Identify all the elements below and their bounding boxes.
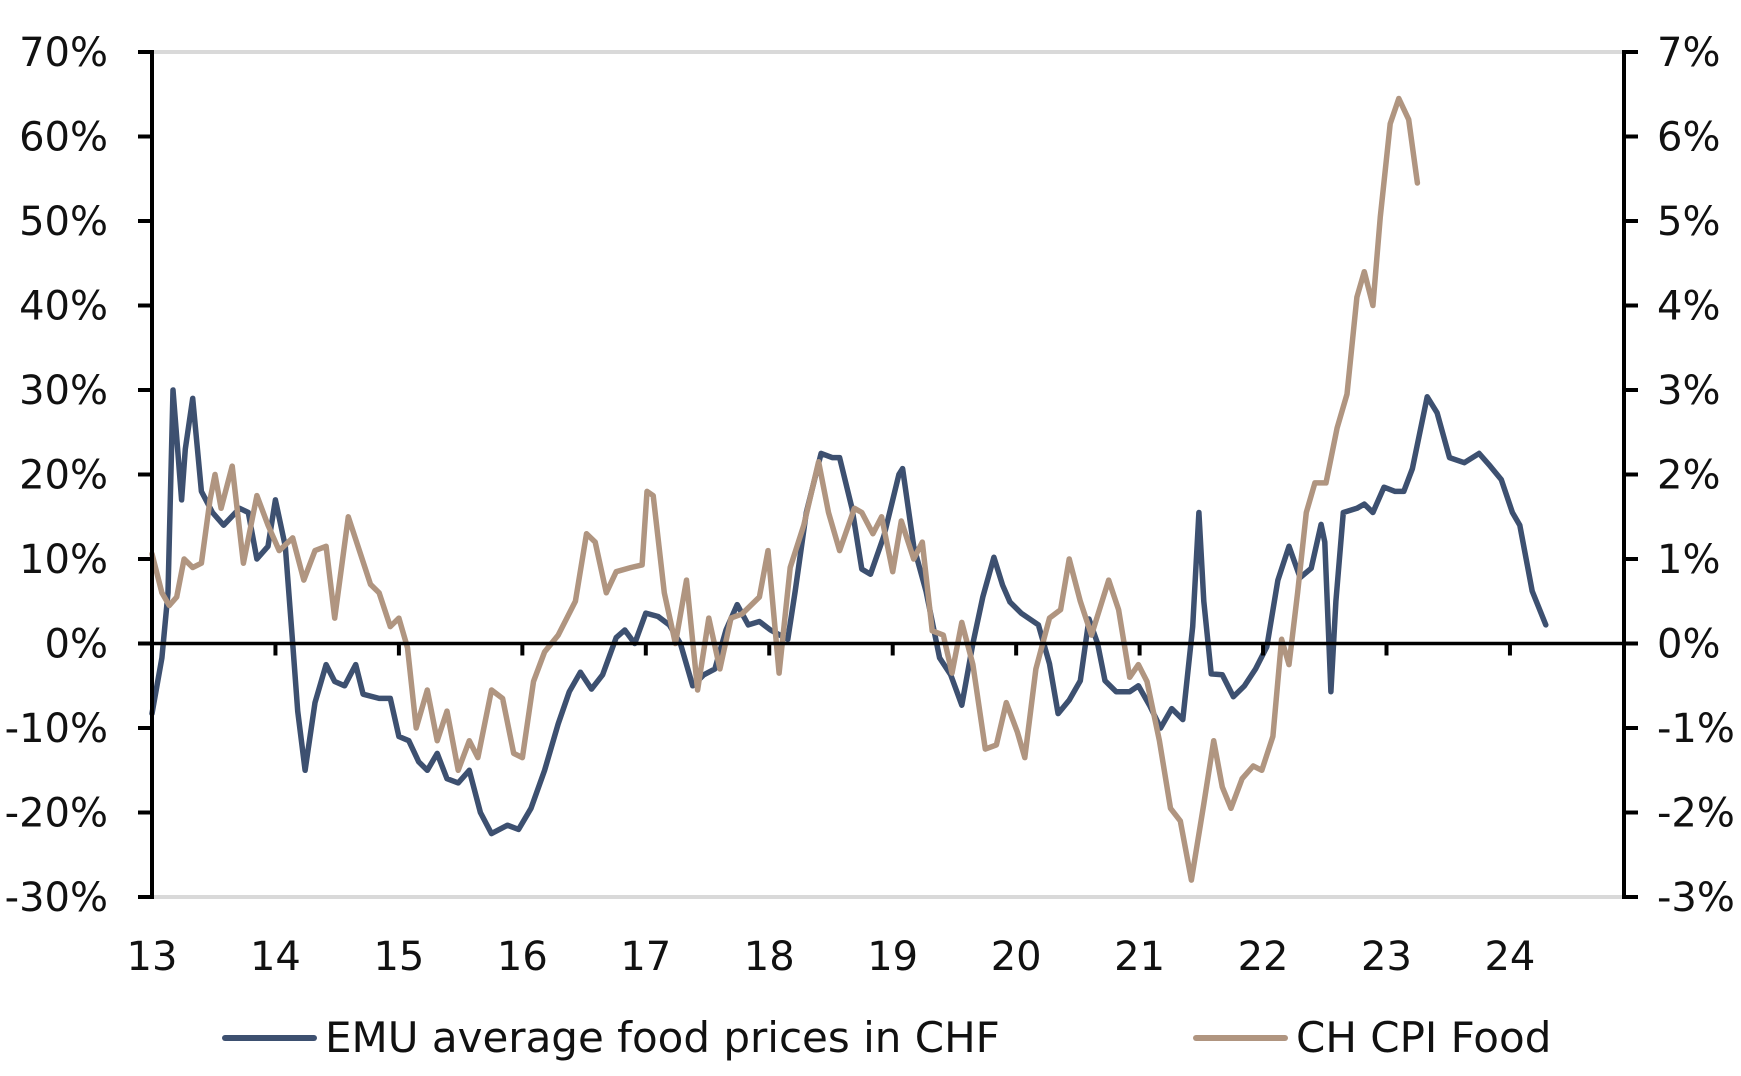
series-line-emu-food-prices [149,387,1549,837]
y-left-tick-label: 60% [19,115,108,161]
y-right-tick-label: 1% [1657,537,1720,583]
y-left-tick-label: 50% [19,199,108,245]
y-right-tick-label: -2% [1657,791,1735,837]
x-tick-label: 21 [1114,934,1165,980]
x-tick-label: 13 [127,934,178,980]
y-left-tick-label: -20% [5,791,108,837]
y-right-tick-label: -3% [1657,875,1735,921]
y-right-tick-label: -1% [1657,706,1735,752]
y-left-tick-label: 20% [19,453,108,499]
series-line-ch-cpi-food [149,95,1421,883]
x-tick-label: 20 [991,934,1042,980]
y-right-tick-label: 6% [1657,115,1720,161]
y-left-tick-label: -10% [5,706,108,752]
y-right-tick-label: 2% [1657,453,1720,499]
x-tick-label: 19 [867,934,918,980]
legend-label-emu: EMU average food prices in CHF [325,1013,1000,1062]
x-tick-label: 23 [1361,934,1412,980]
y-left-tick-label: 30% [19,368,108,414]
y-right-tick-label: 4% [1657,284,1720,330]
y-right-tick-label: 3% [1657,368,1720,414]
axes-group: 70% 60% 50% 40% 30% 20% 10% 0% -10% -20% -30% 7% 6% 5… [5,30,1735,980]
y-left-tick-label: -30% [5,875,108,921]
y-right-tick-label: 5% [1657,199,1720,245]
y-left-tick-label: 0% [45,622,108,668]
y-right-tick-label: 7% [1657,30,1720,76]
plot-frame [152,50,1624,899]
x-tick-label: 16 [497,934,548,980]
y-left-tick-label: 40% [19,284,108,330]
legend-label-ch-cpi: CH CPI Food [1296,1013,1551,1062]
legend: EMU average food prices in CHF CH CPI Fo… [222,1013,1551,1062]
x-tick-label: 14 [250,934,301,980]
x-tick-label: 15 [373,934,424,980]
x-tick-label: 17 [620,934,671,980]
series-group [149,95,1549,883]
x-tick-label: 22 [1238,934,1289,980]
y-left-tick-label: 70% [19,30,108,76]
x-tick-label: 24 [1484,934,1535,980]
x-tick-label: 18 [744,934,795,980]
y-left-tick-label: 10% [19,537,108,583]
y-right-tick-label: 0% [1657,622,1720,668]
